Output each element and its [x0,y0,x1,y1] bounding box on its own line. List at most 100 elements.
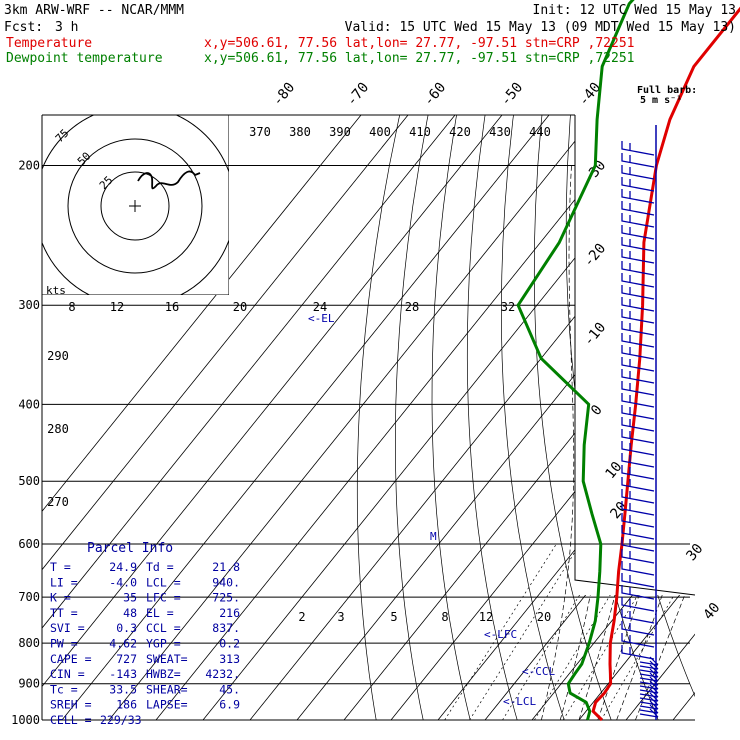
mixing-ratio-label: 8 [68,300,75,314]
parcel-value: 33.5 [109,682,137,696]
wind-barb [621,249,655,264]
mixing-ratio-label: 16 [165,300,179,314]
marker-lfc: <-LFC [484,628,517,641]
dry-adiabat-label: 270 [47,495,69,509]
wind-barb [621,369,655,384]
hodograph-unit: kts [46,284,66,297]
parcel-value: 837. [212,621,240,635]
pressure-label: 900 [18,677,40,691]
isotherm-label: -50 [498,80,527,110]
mixing-ratio-label: 28 [405,300,419,314]
theta-label: 380 [289,125,311,139]
mixing-ratio-line [502,543,612,720]
parcel-value: 313 [219,652,240,666]
wind-barb [639,664,659,674]
isotherm-label: 0 [588,402,606,419]
dry-adiabat-line [395,115,474,720]
wind-barb [621,525,655,540]
parcel-value: -4.0 [109,575,137,589]
pressure-label: 400 [18,397,40,411]
wind-barb [621,489,655,504]
wind-barb [639,688,659,698]
wind-barb [621,549,655,564]
wind-barb [639,700,659,710]
mixing-ratio-label: 3 [337,610,344,624]
parcel-key: CCL = [146,621,181,635]
dry-adiabat-line [356,115,449,720]
moist-adiabat-line [616,165,695,720]
parcel-value: 0.3 [116,621,137,635]
mixing-ratio-label: 12 [110,300,124,314]
theta-label: 440 [529,125,551,139]
marker-ccl: <-CCL [522,665,555,678]
dry-adiabat-line [431,115,498,720]
dry-adiabat-label: 290 [47,349,69,363]
pressure-label: 800 [18,636,40,650]
wind-barb [639,656,659,666]
isotherm-label: 40 [700,600,723,623]
frame-right [574,115,696,596]
wind-barb [621,237,655,252]
wind-barb [621,477,655,492]
theta-label: 370 [249,125,271,139]
parcel-value: 45. [219,682,240,696]
parcel-value: 35 [123,591,137,605]
wind-barb [621,261,655,276]
wind-barb [621,561,655,576]
wind-barb [639,672,659,682]
mixing-ratio-label: 24 [313,300,327,314]
model-title: 3km ARW-WRF -- NCAR/MMM [4,3,184,18]
wind-barb [639,684,659,694]
parcel-value: 0.2 [219,637,240,651]
wind-barb [639,668,659,678]
parcel-key: CELL = [50,713,92,727]
isotherm-line [108,115,695,720]
isotherm-line [155,115,695,720]
wind-barb [621,321,655,336]
wind-barb [621,597,655,612]
legend-temperature-info: x,y=506.61, 77.56 lat,lon= 27.77, -97.51… [204,36,634,51]
mixing-ratio-label: 8 [441,610,448,624]
pressure-label: 600 [18,537,40,551]
wind-barb [639,676,659,686]
init-time: Init: 12 UTC Wed 15 May 13 [533,3,737,18]
theta-label: 390 [329,125,351,139]
isotherm-line [437,115,695,720]
parcel-key: Tc = [50,682,78,696]
legend-dewpoint: Dewpoint temperature [6,51,163,66]
isotherm-line [390,115,695,720]
wind-barb [621,201,655,216]
wind-barb [621,465,655,480]
wind-barb [621,345,655,360]
wind-barb [621,225,655,240]
parcel-key: LFC = [146,591,181,605]
pressure-label: 500 [18,474,40,488]
parcel-key: K = [50,591,71,605]
parcel-key: SVI = [50,621,85,635]
marker-lcl: <-LCL [503,695,536,708]
isotherm-line [42,115,607,720]
parcel-value: 216 [219,606,240,620]
wind-barb [621,621,655,636]
wind-barb [621,501,655,516]
wind-barb [621,417,655,432]
theta-label: 400 [369,125,391,139]
parcel-value: 4232. [205,667,240,681]
parcel-value: 6.9 [219,698,240,712]
wind-barb [621,645,655,660]
wind-barb [621,537,655,552]
parcel-key: PW = [50,637,78,651]
pressure-label: 700 [18,590,40,604]
wind-barb [621,141,655,156]
isotherm-line [42,115,560,720]
parcel-value: 725. [212,591,240,605]
wind-barb [621,213,655,228]
wind-barb [621,153,655,168]
parcel-key: LAPSE= [146,698,188,712]
isotherm-line [61,115,695,720]
wind-barb [621,585,655,600]
pressure-label: 200 [18,159,40,173]
parcel-key: LI = [50,575,78,589]
forecast-hour: 3 h [55,20,78,35]
